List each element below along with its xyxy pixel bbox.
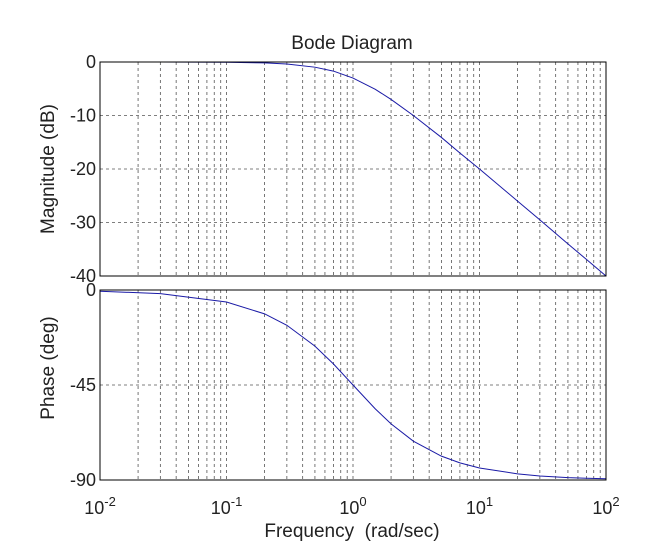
curve-layer xyxy=(99,61,607,480)
magnitude-axes-frame xyxy=(99,61,607,277)
xtick-label: 101 xyxy=(466,494,493,518)
magnitude-ytick-label: -40 xyxy=(70,266,96,286)
xtick-label: 100 xyxy=(339,494,366,518)
magnitude-response-curve xyxy=(100,61,607,277)
xtick-label: 10-1 xyxy=(211,494,243,518)
phase-axis-label: Phase (deg) xyxy=(38,316,59,420)
magnitude-axis-label: Magnitude (dB) xyxy=(38,104,59,234)
phase-response-curve xyxy=(99,290,607,480)
magnitude-ytick-label: -30 xyxy=(70,213,96,233)
chart-title: Bode Diagram xyxy=(291,33,412,54)
xtick-label: 10-2 xyxy=(84,494,116,518)
magnitude-ytick-label: -20 xyxy=(70,159,96,179)
frequency-axis-label: Frequency (rad/sec) xyxy=(264,521,439,541)
magnitude-ytick-label: 0 xyxy=(86,52,96,72)
grid-layer xyxy=(100,62,606,480)
phase-ytick-label: -90 xyxy=(70,470,96,490)
frame-layer xyxy=(99,61,607,481)
magnitude-ytick-label: -10 xyxy=(70,106,96,126)
xtick-label: 102 xyxy=(592,494,619,518)
phase-axes-frame xyxy=(99,289,607,481)
phase-ytick-label: 0 xyxy=(86,280,96,300)
text-layer: Bode Diagram Magnitude (dB) Phase (deg) … xyxy=(38,33,620,541)
phase-ytick-label: -45 xyxy=(70,375,96,395)
